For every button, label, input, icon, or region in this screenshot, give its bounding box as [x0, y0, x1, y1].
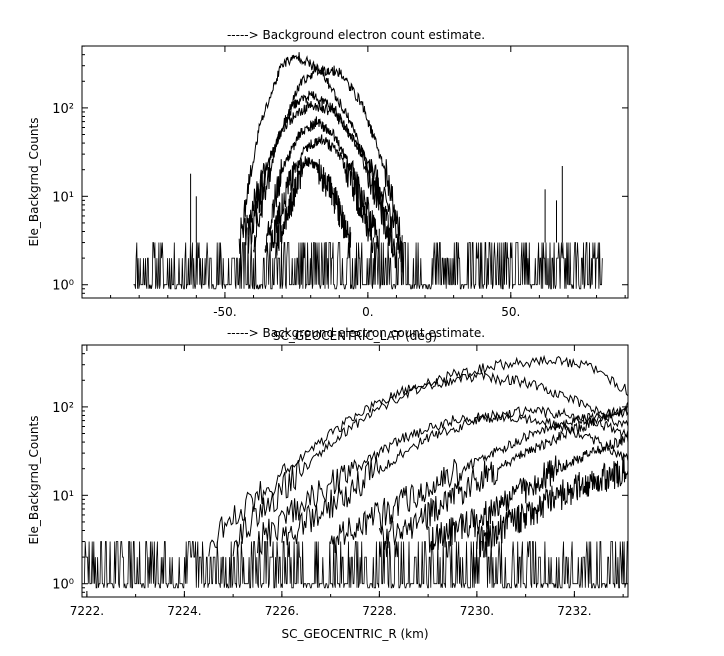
x-tick-label: 50.: [501, 305, 520, 319]
background-noise-line: [133, 242, 603, 290]
x-axis-label: SC_GEOCENTRIC_R (km): [282, 627, 429, 641]
series-line-2: [232, 372, 629, 557]
series-group: [133, 52, 603, 290]
y-tick-label: 10¹: [52, 190, 74, 205]
series-line-7: [275, 156, 352, 256]
x-axis-label: SC_GEOCENTRIC_LAT (deg): [273, 329, 437, 343]
panel-latitude: -----> Background electron count estimat…: [27, 28, 629, 343]
series-line-8: [476, 455, 629, 551]
x-tick-label: 7222.: [70, 604, 104, 618]
y-axis-label: Ele_Backgrnd_Counts: [27, 416, 41, 545]
series-line-1: [238, 52, 397, 264]
series-group: [84, 354, 629, 589]
series-line-4: [281, 405, 629, 546]
y-tick-label: 10²: [52, 102, 74, 117]
axes: -50. 0. 50. 10⁰ 10¹ 10²: [52, 45, 628, 319]
y-tick-label: 10⁰: [52, 279, 74, 294]
x-tick-label: -50.: [213, 305, 236, 319]
x-tick-label: 0.: [362, 305, 373, 319]
series-line-3: [257, 409, 629, 556]
series-line-6: [378, 401, 629, 550]
x-tick-label: 7226.: [265, 604, 299, 618]
chart-title: -----> Background electron count estimat…: [227, 326, 485, 340]
y-tick-label: 10²: [52, 401, 74, 416]
x-tick-label: 7232.: [557, 604, 591, 618]
y-tick-label: 10⁰: [52, 578, 74, 593]
series-line-6: [270, 134, 375, 254]
panel-radius: -----> Background electron count estimat…: [27, 326, 629, 641]
series-line-7: [427, 433, 629, 553]
series-line-1: [208, 354, 629, 557]
background-noise-line: [84, 541, 628, 589]
plot-frame: [81, 45, 629, 299]
y-tick-label: 10¹: [52, 489, 74, 504]
series-line-4: [241, 100, 403, 273]
axes: 7222. 7224. 7226. 7228. 7230. 7232. 10⁰ 10¹ 10²: [52, 344, 628, 618]
x-tick-label: 7230.: [460, 604, 494, 618]
series-line-5: [330, 405, 629, 554]
x-tick-label: 7228.: [362, 604, 396, 618]
y-axis-label: Ele_Backgrnd_Counts: [27, 118, 41, 247]
x-tick-label: 7224.: [167, 604, 201, 618]
chart-title: -----> Background electron count estimat…: [227, 28, 485, 42]
